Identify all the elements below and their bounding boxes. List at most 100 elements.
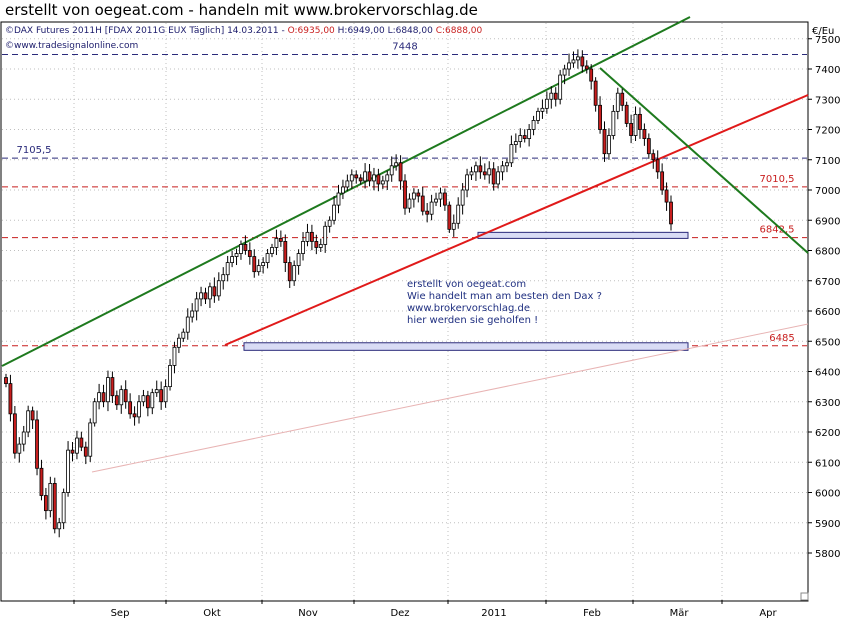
candle-body [367,171,372,182]
candle [39,459,44,501]
candle-body [491,168,496,185]
candle-body [451,222,456,230]
candle [70,441,75,462]
candle [296,249,301,275]
candle-body [35,419,39,469]
candle-body [75,437,79,454]
candle-body [496,171,501,185]
candle [478,156,483,179]
candle [385,170,390,190]
y-tick-label: 7200 [815,126,840,137]
candle-body [4,377,8,384]
candle [92,398,97,427]
candle [265,248,270,269]
candle-body [509,144,514,164]
candle-body [651,153,656,161]
candle-body [101,392,106,403]
candle [256,259,261,276]
candle [26,405,31,438]
candle [447,201,452,233]
candle [394,154,399,171]
x-axis-ticks: Sep Okt Nov Dez 2011 Feb Mär Apr [73,600,778,619]
y-tick-label: 7500 [815,35,840,46]
candle [376,168,381,192]
candle-body [172,346,177,366]
candle [513,133,518,153]
candle [403,174,407,215]
candle-body [549,92,554,100]
y-tick-label: 6700 [815,277,840,288]
ohlc-low: L:6848,00 [388,26,434,36]
target-zone-box [243,342,689,351]
candle-body [123,389,128,403]
x-tick-label: Nov [298,608,318,619]
candle [234,248,239,266]
candle-body [239,244,243,254]
note-line-2: Wie handelt man am besten den Dax ? [407,291,602,302]
candle-body [39,467,44,496]
candle-body [159,389,164,403]
candle [190,303,195,323]
candle [150,388,155,415]
candle-body [234,253,239,257]
candle [664,182,669,211]
candle-body [132,413,137,418]
candle-body [429,201,434,215]
candle-body [478,165,483,173]
candle-body [88,422,93,457]
candle [287,256,292,289]
candle [252,249,257,278]
candle-body [442,192,447,206]
note-line-4: hier werden sie geholfen ! [407,315,538,326]
candle-body [190,310,195,318]
candles [4,49,673,538]
x-tick-label: Apr [759,608,777,619]
candle-body [221,274,226,282]
resize-handle[interactable] [800,592,809,601]
candle-body [181,331,186,339]
candle [35,410,39,476]
candle [429,194,434,221]
candle-body [411,192,416,200]
candle-body [505,162,509,167]
candle-body [8,383,13,415]
candle-body [83,446,88,457]
candle [593,77,598,112]
y-tick-label: 6800 [815,247,840,258]
candle-body [527,129,532,139]
candle [172,341,177,374]
candle-body [571,59,576,64]
candle-body [562,68,567,76]
candle [531,115,536,136]
candle [181,328,186,342]
candle-body [385,174,390,182]
candle [119,385,124,414]
candle [221,267,226,290]
candle-body [607,135,611,155]
candle [199,286,203,307]
candle-body [469,171,474,176]
y-tick-label: 7400 [815,65,840,76]
copyright-icon-2: © [5,41,14,51]
y-tick-label: 6200 [815,428,840,439]
candle [12,405,17,459]
candle-body [296,253,301,267]
candle-body [318,244,323,248]
candle-body [57,522,62,530]
candle [411,188,416,208]
candle [278,230,283,247]
candle [30,406,35,429]
candle [208,282,212,308]
candle-body [12,413,17,454]
candle-body [274,237,279,248]
candle [536,107,540,125]
candle-body [420,195,425,212]
candle [620,88,625,112]
support-trend-line [224,94,809,346]
candle [425,203,430,223]
long-term-trend-line [91,323,809,473]
candle-body [305,231,310,242]
candle [66,441,70,497]
candle [163,379,168,408]
